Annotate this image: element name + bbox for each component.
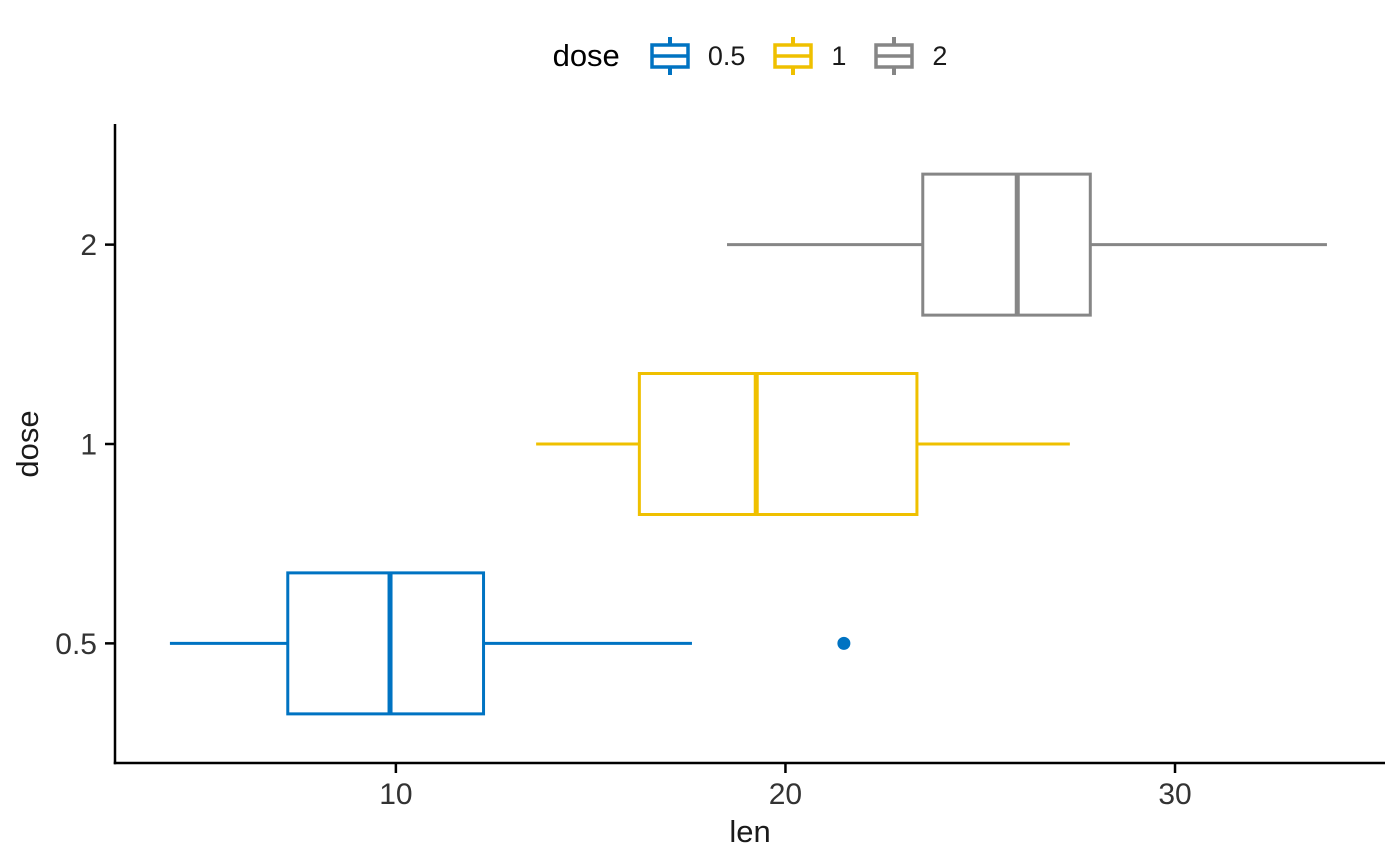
- box-dose-2: [921, 172, 1092, 317]
- legend-item-dose-2: 2: [873, 36, 947, 76]
- legend-label: 1: [831, 40, 847, 71]
- boxplot-key-icon: [650, 37, 690, 75]
- boxplot-key-icon: [874, 37, 915, 75]
- y-tick-label: 1: [80, 429, 97, 462]
- legend-item-dose-0_5: 0.5: [649, 36, 746, 76]
- box-dose-1: [637, 372, 919, 516]
- legend: dose 0.5 1: [100, 30, 1400, 82]
- y-tick-label: 0.5: [55, 628, 97, 661]
- boxplot-key-icon: [773, 37, 814, 75]
- legend-label: 2: [932, 40, 948, 71]
- x-axis-title: len: [729, 814, 770, 849]
- box-dose-0.5: [286, 571, 486, 716]
- y-tick-label: 2: [80, 229, 97, 262]
- y-axis-title: dose: [10, 410, 45, 477]
- x-tick-label: 30: [1158, 778, 1191, 811]
- legend-label: 0.5: [707, 40, 746, 71]
- outlier-point: [837, 636, 851, 650]
- x-tick-label: 20: [769, 778, 802, 811]
- legend-item-dose-1: 1: [772, 36, 846, 76]
- legend-title: dose: [552, 38, 620, 73]
- x-tick-label: 10: [379, 778, 412, 811]
